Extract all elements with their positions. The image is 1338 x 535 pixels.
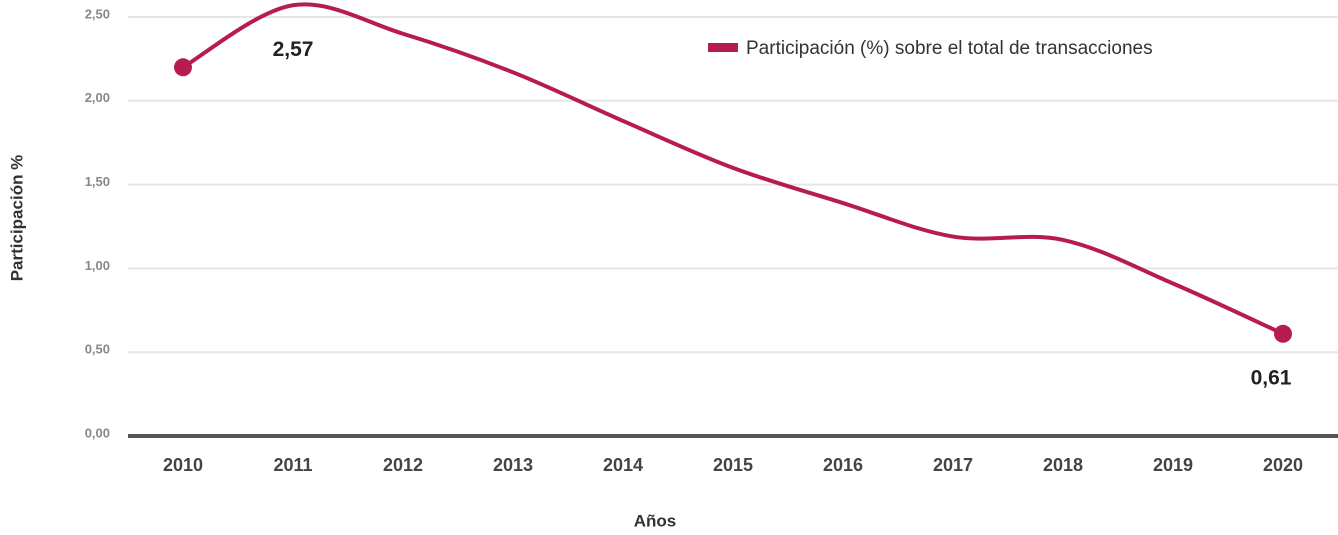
- point-marker: [174, 58, 192, 77]
- legend-swatch: [708, 43, 738, 52]
- y-tick-label: 0,50: [85, 342, 110, 357]
- x-tick-label: 2010: [163, 455, 203, 475]
- x-tick-label: 2020: [1263, 455, 1303, 475]
- data-label: 0,61: [1251, 366, 1292, 389]
- x-tick-label: 2018: [1043, 455, 1083, 475]
- x-tick-label: 2019: [1153, 455, 1193, 475]
- x-tick-label: 2011: [273, 455, 312, 475]
- x-tick-label: 2012: [383, 455, 423, 475]
- y-tick-label: 1,00: [85, 258, 110, 273]
- line: [182, 2, 1284, 336]
- data-label: 2,57: [273, 38, 314, 61]
- x-tick-label: 2016: [823, 455, 863, 475]
- x-tick-label: 2015: [713, 455, 753, 475]
- legend-label: Participación (%) sobre el total de tran…: [746, 38, 1153, 59]
- y-tick-label: 2,50: [85, 6, 110, 21]
- point-marker: [1274, 324, 1292, 343]
- y-tick-label: 0,00: [85, 425, 110, 440]
- y-axis-title: Participación %: [7, 155, 26, 282]
- x-tick-label: 2013: [493, 455, 533, 475]
- y-tick-label: 1,50: [85, 174, 110, 189]
- x-tick-label: 2017: [933, 455, 973, 475]
- x-axis-title: Años: [634, 511, 677, 530]
- y-tick-label: 2,00: [85, 90, 110, 105]
- x-tick-label: 2014: [603, 455, 643, 475]
